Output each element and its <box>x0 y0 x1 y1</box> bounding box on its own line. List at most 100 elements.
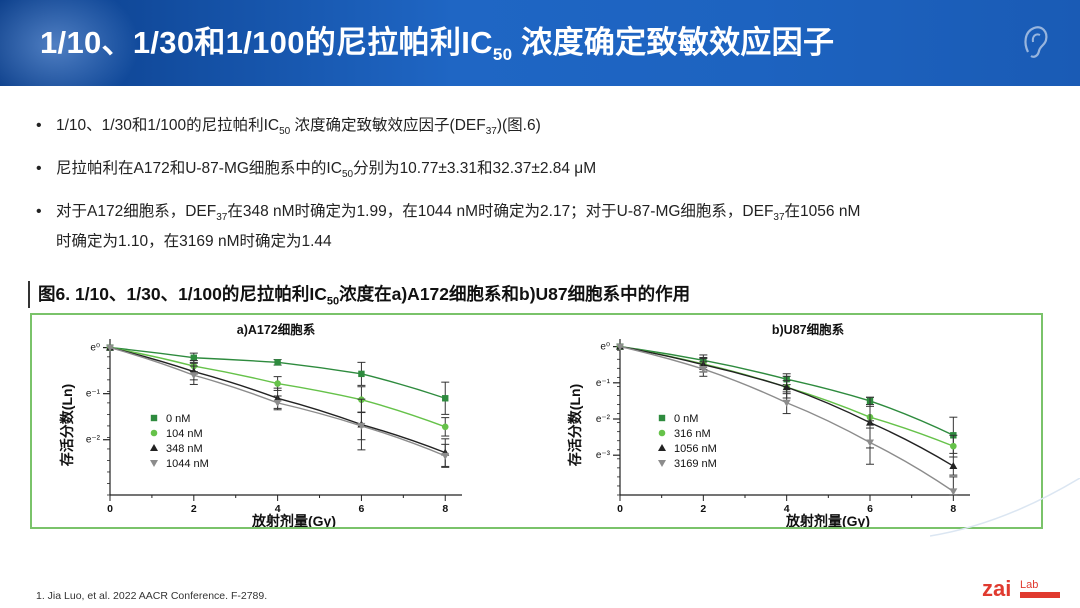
page-title: 1/10、1/30和1/100的尼拉帕利IC50 浓度确定致敏效应因子 <box>40 17 834 65</box>
bullet-item: 尼拉帕利在A172和U-87-MG细胞系中的IC50分别为10.77±3.31和… <box>36 157 1036 187</box>
subscript: 37 <box>773 212 785 224</box>
legend-marker <box>658 429 666 437</box>
data-point <box>699 366 708 374</box>
caption-text: 图6. 1/10、1/30、1/100的尼拉帕利IC <box>38 284 327 304</box>
data-point <box>441 423 449 431</box>
ear-icon <box>1024 26 1048 58</box>
x-tick-label: 8 <box>950 503 956 515</box>
x-tick-label: 0 <box>107 503 113 515</box>
legend-marker <box>658 460 666 467</box>
subscript: 50 <box>279 126 291 138</box>
legend-label: 3169 nM <box>674 458 717 470</box>
data-point <box>949 488 958 496</box>
caption-text: 浓度在a)A172细胞系和b)U87细胞系中的作用 <box>339 284 691 304</box>
title-subscript: 50 <box>492 45 513 65</box>
title-main: 1/10、1/30和1/100的尼拉帕利IC <box>40 25 493 60</box>
brain-graphic <box>0 0 140 86</box>
x-tick-label: 2 <box>700 503 706 515</box>
legend-label: 316 nM <box>674 428 711 440</box>
charts-canvas: a)A172细胞系 e⁰ e⁻¹ e⁻² 0 2 4 6 8 放射剂量(Gy) 存活分数(Ln) 0 … <box>59 322 970 527</box>
legend-label: 1056 nM <box>674 443 717 455</box>
data-point <box>274 380 281 387</box>
data-point <box>190 354 198 361</box>
data-point <box>782 383 791 391</box>
series-line <box>619 345 954 492</box>
bullet-list: 1/10、1/30和1/100的尼拉帕利IC50 浓度确定致敏效应因子(DEF3… <box>36 114 1036 267</box>
legend-marker <box>150 414 158 422</box>
legend-marker <box>150 444 158 451</box>
data-point <box>866 439 874 447</box>
chart-title: a)A172细胞系 <box>237 322 316 337</box>
chart-title: b)U87细胞系 <box>772 322 845 337</box>
subscript: 37 <box>216 212 228 224</box>
x-tick-label: 6 <box>359 503 365 515</box>
figure-caption: 图6. 1/10、1/30、1/100的尼拉帕利IC50浓度在a)A172细胞系… <box>28 281 690 308</box>
data-point <box>949 462 958 470</box>
x-tick-label: 0 <box>617 503 623 515</box>
bullet-text: 浓度确定致敏效应因子(DEF <box>290 117 486 134</box>
zailab-logo: zai Lab <box>982 576 1060 601</box>
y-tick-label: e⁻¹ <box>86 389 101 400</box>
bullet-text: 对于A172细胞系，DEF <box>56 203 217 221</box>
x-tick-label: 4 <box>784 503 790 515</box>
figure-frame: a)A172细胞系 e⁰ e⁻¹ e⁻² 0 2 4 6 8 放射剂量(Gy) 存活分数(Ln) 0 … <box>30 313 1043 529</box>
subscript: 50 <box>341 169 354 181</box>
y-tick-label: e⁻¹ <box>596 378 611 389</box>
y-axis-label: 存活分数(Ln) <box>59 384 75 466</box>
legend-label: 348 nM <box>166 443 203 455</box>
data-point <box>616 343 624 351</box>
legend-label: 0 nM <box>674 413 698 425</box>
bullet-text: 1/10、1/30和1/100的尼拉帕利IC <box>56 117 280 134</box>
series-1044-nM <box>106 344 450 468</box>
x-axis-label: 放射剂量(Gy) <box>251 513 336 527</box>
subscript: 50 <box>326 295 340 308</box>
y-tick-label: e⁻³ <box>596 450 611 461</box>
bullet-text: )(图.6) <box>496 117 541 134</box>
logo-text-small: Lab <box>1020 579 1038 591</box>
logo-underline <box>1020 592 1060 598</box>
bullet-text: 在1056 nM <box>784 203 861 221</box>
legend-marker <box>658 414 666 422</box>
header-banner: 1/10、1/30和1/100的尼拉帕利IC50 浓度确定致敏效应因子 <box>0 0 1080 86</box>
series-3169-nM <box>616 343 958 496</box>
data-point <box>358 370 365 378</box>
y-tick-label: e⁻² <box>86 435 101 446</box>
data-point <box>782 399 791 407</box>
y-axis-label: 存活分数(Ln) <box>567 384 583 466</box>
x-tick-label: 8 <box>442 503 448 515</box>
bullet-item: 1/10、1/30和1/100的尼拉帕利IC50 浓度确定致敏效应因子(DEF3… <box>36 114 1036 144</box>
bullet-text: 尼拉帕利在A172和U-87-MG细胞系中的IC <box>56 160 342 178</box>
data-point <box>274 359 281 366</box>
data-point <box>106 344 114 352</box>
legend-label: 0 nM <box>166 413 190 425</box>
y-tick-label: e⁰ <box>600 342 610 353</box>
data-point <box>950 442 957 450</box>
decorative-line <box>930 478 1080 537</box>
data-point <box>189 372 198 380</box>
title-rest: 浓度确定致敏效应因子 <box>512 25 835 60</box>
x-axis-label: 放射剂量(Gy) <box>785 513 870 527</box>
data-point <box>441 452 450 460</box>
legend-label: 1044 nM <box>166 458 209 470</box>
bullet-text: 在348 nM时确定为1.99，在1044 nM时确定为2.17；对于U-87-… <box>227 203 774 221</box>
bullet-item: 对于A172细胞系，DEF37在348 nM时确定为1.99，在1044 nM时… <box>36 200 1036 254</box>
legend-label: 104 nM <box>166 428 203 440</box>
x-tick-label: 4 <box>275 503 281 515</box>
x-tick-label: 6 <box>867 503 873 515</box>
footnote: 1. Jia Luo, et al. 2022 AACR Conference.… <box>36 590 268 602</box>
x-tick-label: 2 <box>191 503 197 515</box>
y-tick-label: e⁰ <box>90 343 100 354</box>
data-point <box>357 422 366 430</box>
legend-marker <box>150 460 158 467</box>
subscript: 37 <box>485 126 497 138</box>
bullet-text: 分别为10.77±3.31和32.37±2.84 μM <box>353 160 597 178</box>
legend-marker <box>658 444 666 451</box>
y-tick-label: e⁻² <box>596 414 611 425</box>
bullet-text: 时确定为1.10，在3169 nM时确定为1.44 <box>56 233 332 251</box>
data-point <box>273 399 282 407</box>
logo-text: zai <box>982 576 1011 601</box>
data-point <box>442 395 449 402</box>
chart-panel-2: b)U87细胞系 e⁰ e⁻¹ e⁻² e⁻³ 0 2 4 6 8 放射剂量(Gy) 存活分数(Ln)… <box>567 322 970 527</box>
legend-marker <box>150 429 158 437</box>
chart-panel-1: a)A172细胞系 e⁰ e⁻¹ e⁻² 0 2 4 6 8 放射剂量(Gy) 存活分数(Ln) 0 … <box>59 322 462 527</box>
